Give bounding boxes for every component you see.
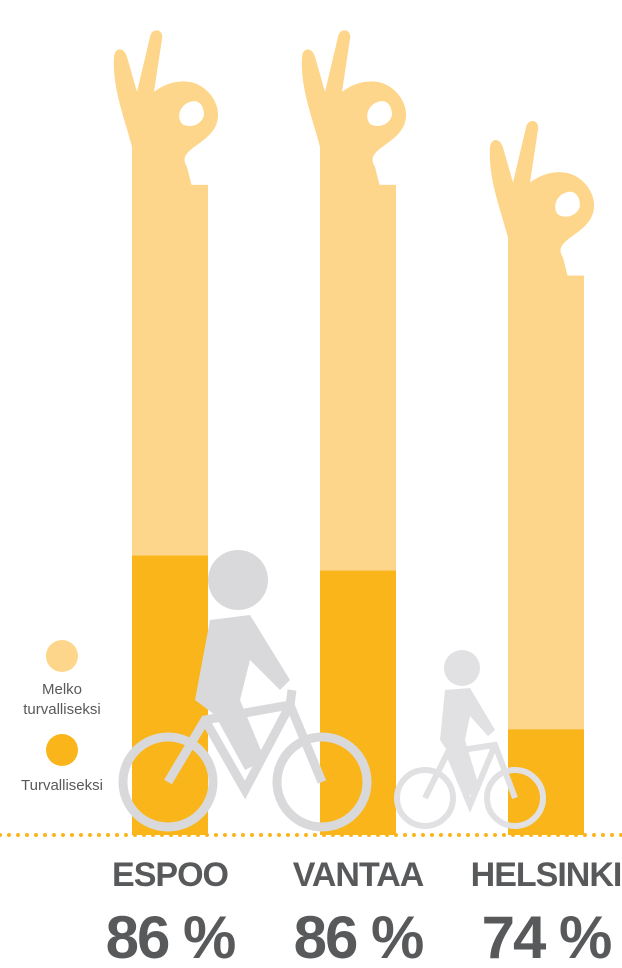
category-label: ESPOO <box>112 856 228 894</box>
bars <box>113 30 595 835</box>
bar-segment <box>508 729 584 835</box>
bar-segment <box>508 275 584 730</box>
total-label: 86 % <box>294 904 423 968</box>
hand <box>113 30 219 187</box>
hand <box>301 30 407 187</box>
legend-swatch <box>46 734 78 766</box>
bar-segment <box>320 570 396 835</box>
cyclist-small <box>394 650 546 829</box>
cyclist-large <box>118 550 372 832</box>
category-label: HELSINKI <box>471 856 622 894</box>
legend-label: Melko turvalliseksi <box>23 681 101 718</box>
bar-segment <box>132 184 208 556</box>
hand <box>489 120 595 278</box>
category-label: VANTAA <box>293 856 424 894</box>
legend: Melko turvalliseksi Turvalliseksi <box>2 640 122 796</box>
total-label: 86 % <box>106 904 235 968</box>
bar-segment <box>320 184 396 571</box>
total-label: 74 % <box>482 904 611 968</box>
legend-label: Turvalliseksi <box>21 777 103 794</box>
bar-segment <box>132 555 208 835</box>
legend-swatch <box>46 640 78 672</box>
